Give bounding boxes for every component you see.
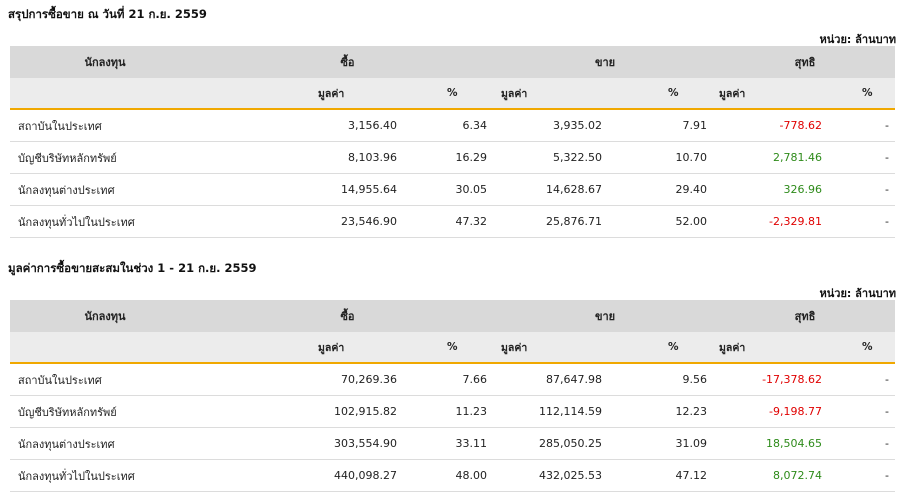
daily-trading-table: นักลงทุน ซื้อ ขาย สุทธิ มูลค่า % มูลค่า … (10, 46, 896, 238)
cell-net-value: 326.96 (715, 173, 831, 206)
cell-net-value: -2,329.81 (715, 205, 831, 238)
cell-sell-value: 5,322.50 (495, 141, 611, 174)
cell-buy-value: 14,955.64 (200, 173, 405, 206)
cell-net-pct: - (830, 173, 896, 206)
cell-net-pct: - (830, 395, 896, 428)
header-net-value: มูลค่า (715, 78, 831, 110)
header-buy-value: มูลค่า (200, 332, 405, 364)
cell-buy-value: 102,915.82 (200, 395, 405, 428)
header-sell-pct: % (610, 332, 716, 364)
header-buy-pct: % (405, 332, 496, 364)
cell-buy-pct: 48.00 (405, 459, 496, 492)
cumulative-trading-table: นักลงทุน ซื้อ ขาย สุทธิ มูลค่า % มูลค่า … (10, 300, 896, 492)
cell-net-value: 18,504.65 (715, 427, 831, 460)
header-sell-value: มูลค่า (495, 78, 611, 110)
header-net: สุทธิ (715, 46, 896, 78)
cell-name: บัญชีบริษัทหลักทรัพย์ (10, 141, 200, 174)
cell-buy-pct: 33.11 (405, 427, 496, 460)
cell-buy-pct: 7.66 (405, 363, 496, 396)
cell-net-pct: - (830, 459, 896, 492)
cell-buy-pct: 11.23 (405, 395, 496, 428)
cell-buy-pct: 6.34 (405, 109, 496, 142)
cell-buy-pct: 16.29 (405, 141, 496, 174)
table-row: นักลงทุนทั่วไปในประเทศ 23,546.90 47.32 25,8… (10, 205, 896, 238)
header-net-pct: % (830, 78, 896, 110)
cell-buy-value: 70,269.36 (200, 363, 405, 396)
header-net: สุทธิ (715, 300, 896, 332)
cell-name: นักลงทุนทั่วไปในประเทศ (10, 459, 200, 492)
header-sell-pct: % (610, 78, 716, 110)
table-row: นักลงทุนทั่วไปในประเทศ 440,098.27 48.00 432… (10, 459, 896, 492)
header-buy: ซื้อ (200, 300, 496, 332)
section2-title: มูลค่าการซื้อขายสะสมในช่วง 1 - 21 ก.ย. 2… (8, 261, 257, 275)
header-net-value: มูลค่า (715, 332, 831, 364)
table-row: นักลงทุนต่างประเทศ 303,554.90 33.11 285,050… (10, 427, 896, 460)
header-sell: ขาย (495, 46, 716, 78)
table-row: บัญชีบริษัทหลักทรัพย์ 102,915.82 11.23 112,… (10, 395, 896, 428)
cell-sell-value: 3,935.02 (495, 109, 611, 142)
cell-sell-pct: 7.91 (610, 109, 716, 142)
section1-title: สรุปการซื้อขาย ณ วันที่ 21 ก.ย. 2559 (8, 7, 207, 21)
cell-name: บัญชีบริษัทหลักทรัพย์ (10, 395, 200, 428)
cell-sell-pct: 9.56 (610, 363, 716, 396)
cell-buy-value: 3,156.40 (200, 109, 405, 142)
header-investor: นักลงทุน (10, 46, 200, 78)
cell-sell-value: 432,025.53 (495, 459, 611, 492)
section1-unit-label: หน่วย: ล้านบาท (819, 33, 896, 46)
cell-net-value: -17,378.62 (715, 363, 831, 396)
cell-sell-pct: 52.00 (610, 205, 716, 238)
cell-name: นักลงทุนต่างประเทศ (10, 427, 200, 460)
cell-net-value: -9,198.77 (715, 395, 831, 428)
header-blank (10, 78, 200, 110)
cell-sell-value: 87,647.98 (495, 363, 611, 396)
cell-net-value: 2,781.46 (715, 141, 831, 174)
header-buy: ซื้อ (200, 46, 496, 78)
cell-sell-pct: 10.70 (610, 141, 716, 174)
cell-buy-value: 8,103.96 (200, 141, 405, 174)
cell-sell-value: 112,114.59 (495, 395, 611, 428)
table-row: สถาบันในประเทศ 70,269.36 7.66 87,647.98 9.56… (10, 363, 896, 396)
cell-net-pct: - (830, 141, 896, 174)
header-net-pct: % (830, 332, 896, 364)
header-buy-pct: % (405, 78, 496, 110)
cell-sell-pct: 47.12 (610, 459, 716, 492)
cell-sell-value: 25,876.71 (495, 205, 611, 238)
table-row: บัญชีบริษัทหลักทรัพย์ 8,103.96 16.29 5,322.… (10, 141, 896, 174)
cell-buy-pct: 47.32 (405, 205, 496, 238)
cell-net-pct: - (830, 109, 896, 142)
cell-sell-value: 285,050.25 (495, 427, 611, 460)
cell-sell-pct: 12.23 (610, 395, 716, 428)
cell-sell-pct: 29.40 (610, 173, 716, 206)
header-investor: นักลงทุน (10, 300, 200, 332)
cell-net-pct: - (830, 427, 896, 460)
table-row: สถาบันในประเทศ 3,156.40 6.34 3,935.02 7.91 -7… (10, 109, 896, 142)
cell-sell-value: 14,628.67 (495, 173, 611, 206)
table-row: นักลงทุนต่างประเทศ 14,955.64 30.05 14,628.6… (10, 173, 896, 206)
cell-buy-value: 23,546.90 (200, 205, 405, 238)
cell-name: นักลงทุนทั่วไปในประเทศ (10, 205, 200, 238)
cell-net-value: 8,072.74 (715, 459, 831, 492)
cell-name: สถาบันในประเทศ (10, 109, 200, 142)
cell-name: สถาบันในประเทศ (10, 363, 200, 396)
header-sell: ขาย (495, 300, 716, 332)
cell-buy-pct: 30.05 (405, 173, 496, 206)
header-sell-value: มูลค่า (495, 332, 611, 364)
cell-net-value: -778.62 (715, 109, 831, 142)
cell-buy-value: 303,554.90 (200, 427, 405, 460)
cell-buy-value: 440,098.27 (200, 459, 405, 492)
cell-name: นักลงทุนต่างประเทศ (10, 173, 200, 206)
header-blank (10, 332, 200, 364)
header-buy-value: มูลค่า (200, 78, 405, 110)
cell-net-pct: - (830, 363, 896, 396)
cell-sell-pct: 31.09 (610, 427, 716, 460)
section2-unit-label: หน่วย: ล้านบาท (819, 287, 896, 300)
cell-net-pct: - (830, 205, 896, 238)
